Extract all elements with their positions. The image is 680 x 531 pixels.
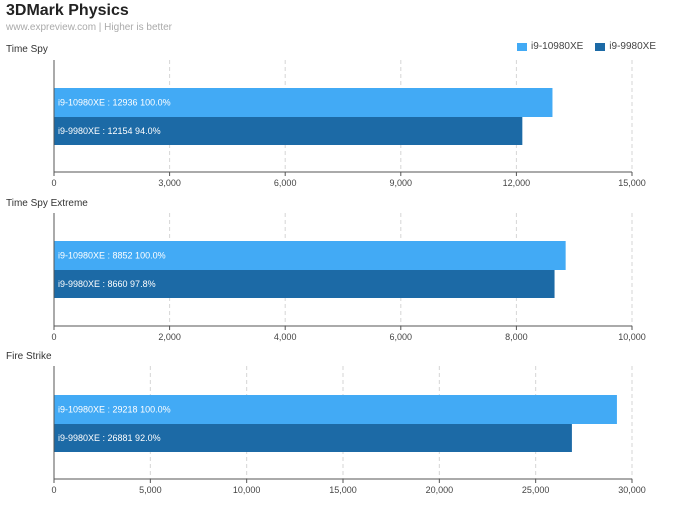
bar	[54, 270, 555, 298]
panel-title: Fire Strike	[6, 351, 52, 362]
bar	[54, 241, 566, 270]
x-tick-label: 25,000	[522, 485, 550, 495]
x-tick-label: 12,000	[503, 178, 531, 188]
x-tick-label: 15,000	[618, 178, 646, 188]
x-tick-label: 10,000	[233, 485, 261, 495]
chart-title: 3DMark Physics	[6, 2, 129, 19]
legend-label-i9-10980xe: i9-10980XE	[531, 41, 584, 52]
x-tick-label: 8,000	[505, 332, 528, 342]
legend-item-i9-9980xe[interactable]: i9-9980XE	[595, 41, 656, 52]
bar	[54, 88, 553, 117]
x-tick-label: 2,000	[158, 332, 181, 342]
x-tick-label: 15,000	[329, 485, 357, 495]
chart-subtitle: www.expreview.com | Higher is better	[6, 22, 172, 33]
x-tick-label: 9,000	[390, 178, 413, 188]
bar-value-label: i9-10980XE : 12936 100.0%	[58, 98, 171, 108]
panel-title: Time Spy	[6, 44, 48, 55]
legend: i9-10980XE i9-9980XE	[517, 41, 656, 52]
x-tick-label: 30,000	[618, 485, 646, 495]
bar	[54, 117, 523, 145]
bar-value-label: i9-9980XE : 12154 94.0%	[58, 126, 161, 136]
x-tick-label: 0	[51, 485, 56, 495]
x-tick-label: 5,000	[139, 485, 162, 495]
legend-swatch-i9-10980xe	[517, 42, 528, 51]
x-tick-label: 6,000	[390, 332, 413, 342]
legend-item-i9-10980xe[interactable]: i9-10980XE	[517, 41, 583, 52]
x-tick-label: 6,000	[274, 178, 297, 188]
x-tick-label: 0	[51, 178, 56, 188]
bar	[54, 424, 572, 452]
x-tick-label: 20,000	[426, 485, 454, 495]
x-tick-label: 10,000	[618, 332, 646, 342]
x-tick-label: 0	[51, 332, 56, 342]
bar-value-label: i9-10980XE : 29218 100.0%	[58, 405, 171, 415]
legend-label-i9-9980xe: i9-9980XE	[609, 41, 656, 52]
x-tick-label: 4,000	[274, 332, 297, 342]
panel-title: Time Spy Extreme	[6, 198, 88, 209]
bar-value-label: i9-9980XE : 8660 97.8%	[58, 279, 156, 289]
bar	[54, 395, 617, 424]
x-tick-label: 3,000	[158, 178, 181, 188]
bar-value-label: i9-9980XE : 26881 92.0%	[58, 433, 161, 443]
legend-swatch-i9-9980xe	[595, 42, 606, 51]
bar-value-label: i9-10980XE : 8852 100.0%	[58, 251, 166, 261]
